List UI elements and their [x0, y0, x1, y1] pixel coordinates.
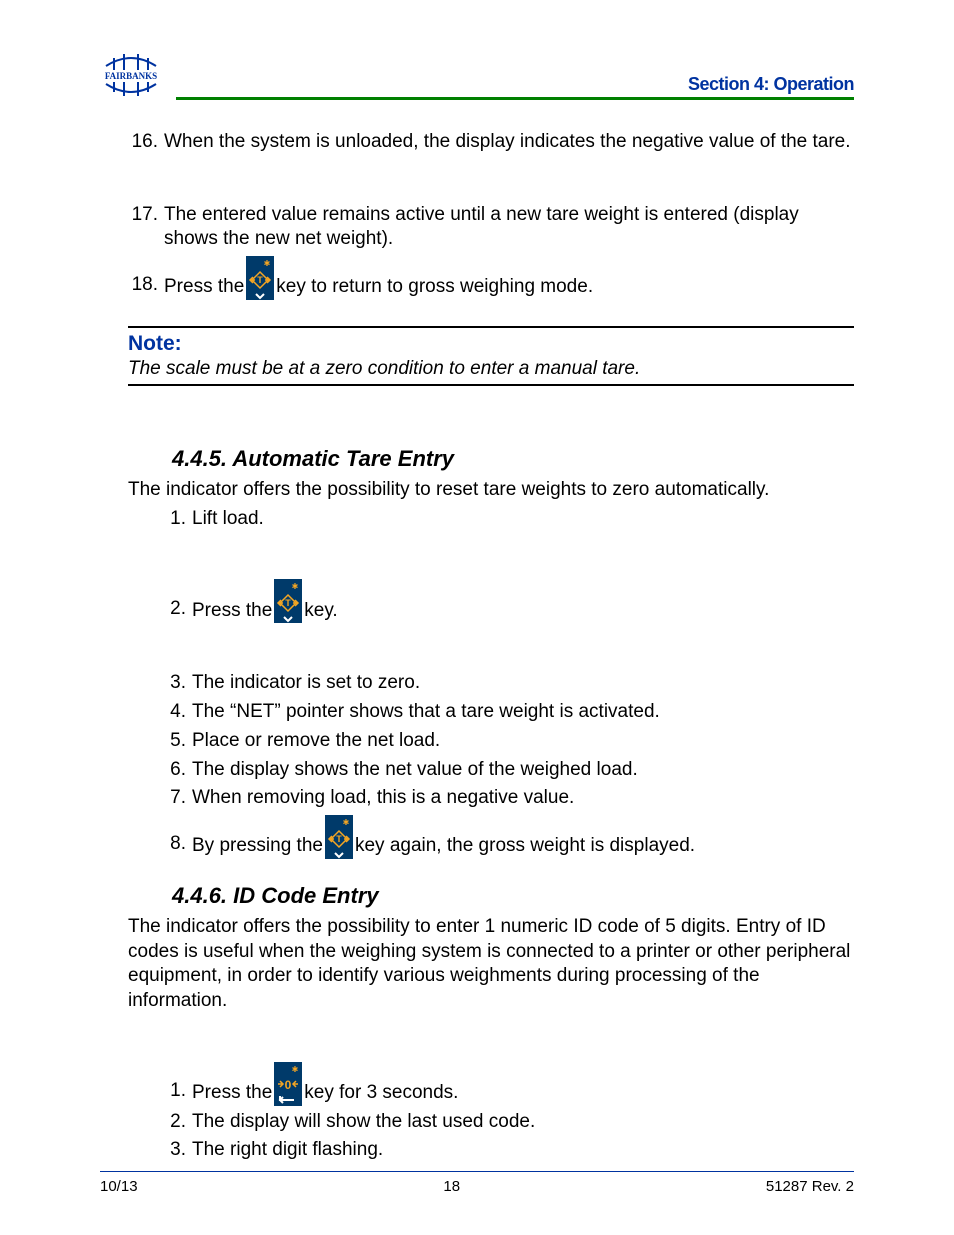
s445-step-2: 2. Press the ✱ T — [156, 579, 854, 623]
page-header: FAIRBANKS Section 4: Operation — [100, 50, 854, 100]
step-text-pre: Press the — [192, 1081, 272, 1106]
s446-step-1: 1. Press the ✱ 0 — [156, 1062, 854, 1106]
s445-step-7: 7. When removing load, this is a negativ… — [156, 786, 854, 811]
s445-step-5: 5. Place or remove the net load. — [156, 729, 854, 754]
svg-text:✱: ✱ — [292, 582, 299, 591]
step-number: 5. — [156, 729, 192, 754]
note-text: The scale must be at a zero condition to… — [128, 358, 854, 380]
s445-step-4: 4. The “NET” pointer shows that a tare w… — [156, 700, 854, 725]
zero-key-icon: ✱ 0 — [274, 1062, 302, 1106]
step-text-post: key. — [304, 599, 337, 624]
page-footer: 10/13 18 51287 Rev. 2 — [100, 1171, 854, 1196]
step-16: 16. When the system is unloaded, the dis… — [128, 130, 854, 155]
step-number: 1. — [156, 1079, 192, 1106]
step-number: 4. — [156, 700, 192, 725]
step-text: The display will show the last used code… — [192, 1110, 854, 1135]
step-number: 3. — [156, 1138, 192, 1163]
s445-step-3: 3. The indicator is set to zero. — [156, 671, 854, 696]
step-text-pre: Press the — [192, 599, 272, 624]
s445-step-6: 6. The display shows the net value of th… — [156, 758, 854, 783]
step-number: 2. — [156, 597, 192, 624]
footer-page-number: 18 — [443, 1178, 460, 1195]
svg-text:0: 0 — [285, 1078, 292, 1092]
footer-date: 10/13 — [100, 1178, 138, 1195]
intro-445: The indicator offers the possibility to … — [128, 478, 854, 503]
heading-446: 4.4.6. ID Code Entry — [172, 883, 854, 909]
step-text: When the system is unloaded, the display… — [164, 130, 854, 155]
step-number: 6. — [156, 758, 192, 783]
fairbanks-logo: FAIRBANKS — [100, 50, 162, 100]
note-box: Note: The scale must be at a zero condit… — [128, 326, 854, 386]
step-text: The indicator is set to zero. — [192, 671, 854, 696]
step-number: 16. — [128, 130, 164, 155]
step-18: 18. Press the ✱ T ke — [128, 256, 854, 300]
step-17: 17. The entered value remains active unt… — [128, 203, 854, 252]
s446-step-3: 3. The right digit flashing. — [156, 1138, 854, 1163]
step-number: 7. — [156, 786, 192, 811]
step-text: The right digit flashing. — [192, 1138, 854, 1163]
svg-text:T: T — [258, 275, 264, 285]
step-text-post: key to return to gross weighing mode. — [276, 275, 593, 300]
svg-text:T: T — [336, 834, 342, 844]
svg-text:T: T — [286, 598, 292, 608]
footer-rule — [100, 1171, 854, 1173]
step-text: Place or remove the net load. — [192, 729, 854, 754]
heading-445: 4.4.5. Automatic Tare Entry — [172, 446, 854, 472]
s445-step-1: 1. Lift load. — [156, 507, 854, 532]
footer-doc-rev: 51287 Rev. 2 — [766, 1178, 854, 1195]
step-number: 2. — [156, 1110, 192, 1135]
tare-key-icon: ✱ T — [274, 579, 302, 623]
note-title: Note: — [128, 332, 854, 356]
step-text: Lift load. — [192, 507, 854, 532]
tare-key-icon: ✱ T — [246, 256, 274, 300]
logo-text: FAIRBANKS — [105, 71, 157, 81]
section-label: Section 4: Operation — [688, 74, 854, 95]
step-text-pre: By pressing the — [192, 834, 323, 859]
step-number: 18. — [128, 273, 164, 300]
step-number: 8. — [156, 832, 192, 859]
step-number: 1. — [156, 507, 192, 532]
step-number: 17. — [128, 203, 164, 252]
svg-text:✱: ✱ — [292, 1065, 299, 1074]
s445-step-8: 8. By pressing the ✱ T — [156, 815, 854, 859]
step-text-pre: Press the — [164, 275, 244, 300]
svg-text:✱: ✱ — [343, 818, 350, 827]
svg-text:✱: ✱ — [264, 259, 271, 268]
step-text: The display shows the net value of the w… — [192, 758, 854, 783]
header-rule — [176, 97, 854, 100]
step-text-post: key again, the gross weight is displayed… — [355, 834, 695, 859]
intro-446: The indicator offers the possibility to … — [128, 915, 854, 1014]
s446-step-2: 2. The display will show the last used c… — [156, 1110, 854, 1135]
step-number: 3. — [156, 671, 192, 696]
step-text-post: key for 3 seconds. — [304, 1081, 458, 1106]
step-text: The “NET” pointer shows that a tare weig… — [192, 700, 854, 725]
step-text: When removing load, this is a negative v… — [192, 786, 854, 811]
tare-key-icon: ✱ T — [325, 815, 353, 859]
step-text: The entered value remains active until a… — [164, 203, 854, 252]
